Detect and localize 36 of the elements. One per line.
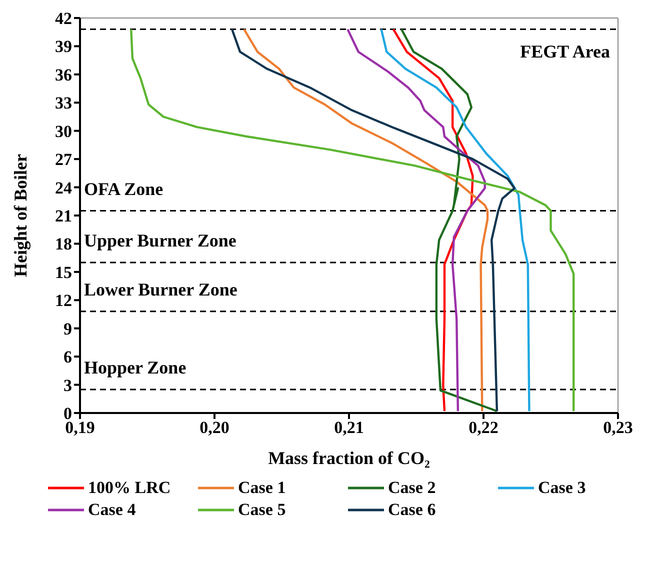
legend-label: Case 2 — [388, 478, 436, 498]
legend-label: Case 5 — [238, 500, 286, 520]
y-tick-label: 33 — [55, 94, 72, 113]
y-tick-label: 27 — [55, 150, 72, 170]
line-series — [400, 28, 498, 412]
line-series — [346, 28, 486, 412]
x-tick-label: 0,22 — [468, 418, 498, 438]
x-tick-label: 0,23 — [603, 418, 633, 438]
y-tick-label: 36 — [55, 65, 72, 84]
legend-label: 100% LRC — [88, 478, 171, 498]
legend-label: Case 4 — [88, 500, 136, 520]
y-tick-label: 39 — [55, 37, 72, 56]
annotation: Upper Burner Zone — [84, 230, 236, 251]
annotation: Lower Burner Zone — [84, 280, 238, 300]
y-tick-label: 12 — [55, 291, 72, 310]
line-series — [392, 28, 474, 412]
annotation: FEGT Area — [520, 41, 610, 62]
annotation: Hopper Zone — [84, 358, 186, 378]
y-tick-label: 3 — [64, 376, 72, 395]
y-tick-label: 6 — [64, 348, 72, 367]
x-axis-title: Mass fraction of CO₂ — [268, 448, 430, 468]
y-tick-label: 42 — [55, 9, 72, 28]
y-tick-label: 18 — [55, 234, 72, 254]
annotation: OFA Zone — [84, 178, 164, 199]
y-tick-label: 9 — [64, 319, 72, 338]
x-tick-label: 0,19 — [65, 418, 95, 438]
y-tick-label: 24 — [55, 178, 72, 198]
legend-label: Case 1 — [238, 478, 286, 498]
legend-label: Case 3 — [538, 478, 586, 498]
y-tick-label: 15 — [55, 262, 72, 282]
y-axis-title: Height of Boiler — [10, 154, 30, 277]
x-tick-label: 0,20 — [200, 418, 230, 438]
y-tick-label: 21 — [55, 206, 72, 226]
x-tick-label: 0,21 — [334, 418, 364, 438]
y-tick-label: 30 — [55, 122, 72, 141]
legend-label: Case 6 — [388, 500, 436, 520]
